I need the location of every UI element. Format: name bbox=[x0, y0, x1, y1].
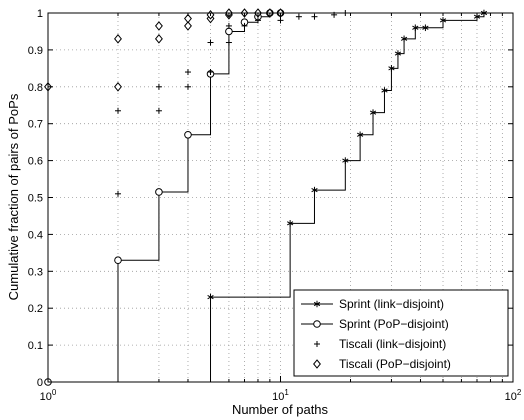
marker-stroke bbox=[381, 88, 388, 93]
legend: Sprint (link−disjoint) Sprint (PoP−disjoi… bbox=[293, 289, 509, 377]
marker-stroke bbox=[342, 158, 349, 163]
x-tick-label: 100 bbox=[40, 388, 57, 403]
data-point bbox=[388, 65, 395, 72]
data-point bbox=[225, 22, 232, 29]
series-layer bbox=[44, 8, 488, 386]
marker-stroke bbox=[369, 110, 377, 115]
legend-entry: Tiscali (PoP−disjoint) bbox=[313, 357, 451, 371]
y-tick-label: 0.7 bbox=[28, 119, 43, 131]
marker-diamond bbox=[184, 21, 192, 31]
marker-diamond bbox=[313, 359, 321, 369]
marker-diamond bbox=[184, 13, 192, 24]
marker-diamond bbox=[154, 21, 163, 31]
legend-label: Tiscali (link−disjoint) bbox=[339, 337, 446, 351]
marker-stroke bbox=[439, 18, 447, 23]
data-point bbox=[314, 341, 320, 347]
y-tick-label: 0 bbox=[37, 377, 43, 389]
marker-circle bbox=[114, 256, 122, 265]
marker-stroke bbox=[388, 66, 395, 71]
data-point bbox=[184, 21, 192, 31]
data-point bbox=[207, 69, 214, 76]
legend-label: Sprint (link−disjoint) bbox=[339, 297, 444, 311]
data-point bbox=[184, 83, 191, 90]
data-point bbox=[154, 21, 163, 31]
marker-stroke bbox=[313, 301, 321, 307]
data-point bbox=[184, 130, 192, 139]
data-point bbox=[114, 34, 122, 44]
y-tick-label: 0.4 bbox=[28, 229, 43, 241]
data-point bbox=[313, 320, 321, 328]
data-point bbox=[225, 27, 233, 36]
marker-stroke bbox=[287, 221, 294, 226]
data-point bbox=[155, 188, 163, 196]
data-point bbox=[311, 13, 318, 20]
data-point bbox=[439, 17, 447, 24]
legend-label: Sprint (PoP−disjoint) bbox=[339, 317, 449, 331]
data-point bbox=[207, 39, 214, 46]
data-point bbox=[313, 300, 321, 308]
series-line bbox=[48, 13, 485, 383]
data-point bbox=[313, 359, 321, 369]
data-point bbox=[207, 293, 214, 301]
marker-stroke bbox=[311, 188, 318, 193]
marker-diamond bbox=[114, 34, 122, 44]
data-point bbox=[241, 22, 248, 29]
y-tick-label: 0.5 bbox=[28, 193, 43, 205]
data-point bbox=[114, 256, 122, 265]
data-point bbox=[184, 69, 191, 76]
data-point bbox=[155, 107, 162, 114]
data-point bbox=[342, 157, 349, 164]
marker-stroke bbox=[207, 295, 214, 300]
legend-entry: Tiscali (link−disjoint) bbox=[314, 337, 446, 351]
series-3 bbox=[114, 10, 349, 197]
marker-circle bbox=[155, 188, 163, 196]
data-point bbox=[114, 190, 121, 197]
y-tick-label: 0.8 bbox=[28, 82, 43, 94]
x-tick-label: 101 bbox=[272, 388, 289, 403]
marker-stroke bbox=[422, 25, 429, 30]
y-tick-label: 1 bbox=[37, 8, 43, 20]
data-point bbox=[184, 13, 192, 24]
marker-stroke bbox=[473, 14, 481, 19]
y-axis-label: Cumulative fraction of pairs of PoPs bbox=[6, 93, 21, 300]
data-point bbox=[394, 50, 402, 57]
data-point bbox=[422, 24, 429, 32]
marker-stroke bbox=[400, 36, 408, 41]
legend-label: Tiscali (PoP−disjoint) bbox=[339, 357, 451, 371]
legend-entry: Sprint (PoP−disjoint) bbox=[301, 317, 449, 331]
data-point bbox=[225, 39, 232, 46]
ticks: 0 0.1 0.2 0.3 0.4 0.5 0.6 0.7 0.8 0.9 1 100 101 102 bbox=[28, 8, 522, 403]
legend-entry: Sprint (link−disjoint) bbox=[301, 297, 444, 311]
marker-stroke bbox=[394, 51, 402, 56]
data-point bbox=[381, 87, 388, 94]
data-point bbox=[356, 131, 364, 139]
y-tick-label: 0.9 bbox=[28, 45, 43, 57]
marker-stroke bbox=[356, 132, 364, 137]
data-point bbox=[287, 220, 294, 227]
x-axis-label: Number of paths bbox=[232, 402, 329, 417]
marker-stroke bbox=[412, 25, 419, 30]
marker-circle bbox=[313, 320, 321, 328]
data-point bbox=[154, 34, 163, 44]
marker-diamond bbox=[154, 34, 163, 44]
data-point bbox=[369, 109, 377, 116]
marker-circle bbox=[225, 27, 233, 36]
data-point bbox=[155, 83, 162, 90]
data-point bbox=[254, 17, 261, 24]
data-point bbox=[311, 186, 318, 194]
data-point bbox=[114, 107, 121, 114]
y-tick-label: 0.3 bbox=[28, 266, 43, 278]
marker-circle bbox=[184, 130, 192, 139]
marker-diamond bbox=[114, 82, 122, 92]
x-tick-label: 102 bbox=[505, 388, 522, 403]
data-point bbox=[412, 24, 419, 32]
grid bbox=[48, 13, 513, 382]
data-point bbox=[400, 35, 408, 43]
y-tick-label: 0.2 bbox=[28, 303, 43, 315]
data-point bbox=[295, 13, 302, 20]
y-tick-label: 0.6 bbox=[28, 156, 43, 168]
y-tick-label: 0.1 bbox=[28, 340, 43, 352]
data-point bbox=[114, 82, 122, 92]
